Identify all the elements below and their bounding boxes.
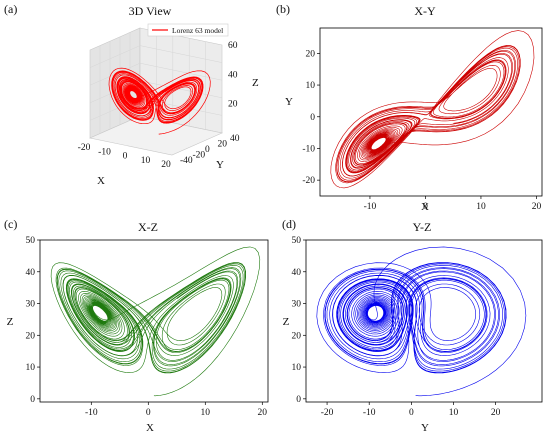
ylabel-3d: Y bbox=[216, 159, 224, 171]
x-tick-label-3d: -20 bbox=[78, 143, 91, 153]
y-tick-label-xz: 10 bbox=[26, 363, 36, 373]
z-tick-label-3d: 40 bbox=[228, 70, 238, 80]
panel-label-a: (a) bbox=[4, 2, 17, 16]
xlabel-yz: Y bbox=[421, 422, 429, 434]
x-tick-label-yz: 20 bbox=[491, 408, 501, 418]
ticks-yz: -20 -10 0 10 20 0 10 20 30 40 50 bbox=[292, 236, 501, 418]
x-tick-label-xz: -10 bbox=[85, 408, 98, 418]
y-tick-label-xz: 0 bbox=[30, 395, 35, 405]
grid-line-3d bbox=[89, 45, 141, 68]
x-tick-label-xy: 0 bbox=[423, 202, 428, 212]
y-tick-label-3d: -20 bbox=[193, 151, 206, 161]
plot-frame-yz bbox=[305, 239, 543, 403]
x-tick-label-3d: 10 bbox=[141, 156, 151, 166]
y-tick-label-xy: -10 bbox=[302, 144, 315, 154]
x-tick-label-xy: 10 bbox=[476, 202, 486, 212]
y-tick-label-xy: 0 bbox=[310, 113, 315, 123]
series-line-xy bbox=[330, 30, 535, 189]
ticks-xy: -10 0 10 20 -20 -10 0 10 20 bbox=[302, 49, 541, 212]
panel-3d: (a) 3D View -20 -10 0 10 20 -40-2002040204060… bbox=[4, 2, 259, 187]
legend-frame bbox=[147, 23, 229, 37]
plot-frame-xy bbox=[319, 27, 543, 197]
y-tick-label-3d: 0 bbox=[205, 145, 210, 155]
xlabel-xy: X bbox=[421, 201, 429, 213]
x-tick-label-yz: 10 bbox=[449, 408, 459, 418]
series-line-3d bbox=[108, 67, 211, 135]
ylabel-xz: Z bbox=[7, 316, 14, 328]
ylabel-yz: Z bbox=[283, 316, 290, 328]
panel-xy: (b) X-Y -10 0 10 20 -20 -10 0 10 20 X Y bbox=[276, 2, 543, 213]
panel-yz: (d) Y-Z -20 -10 0 10 20 0 10 20 30 40 50 Y Z bbox=[282, 217, 543, 434]
y-tick-label-3d: -40 bbox=[180, 156, 193, 166]
y-tick-label-xy: 20 bbox=[306, 49, 316, 59]
grid-line-3d bbox=[139, 45, 223, 63]
x-tick-label-xy: 20 bbox=[532, 202, 542, 212]
series-line-yz bbox=[316, 246, 527, 397]
x-tick-label-xy: -10 bbox=[364, 202, 377, 212]
z-tick-label-3d: 60 bbox=[228, 41, 238, 51]
y-tick-label-xz: 20 bbox=[26, 331, 36, 341]
title-yz: Y-Z bbox=[413, 220, 432, 234]
x-tick-label-yz: 0 bbox=[409, 408, 414, 418]
y-tick-label-yz: 20 bbox=[292, 331, 302, 341]
grid-line-3d bbox=[139, 62, 223, 81]
pane-floor bbox=[89, 115, 223, 156]
title-3d: 3D View bbox=[129, 4, 172, 18]
x-tick-label-3d: 0 bbox=[123, 152, 128, 162]
y-tick-label-yz: 10 bbox=[292, 363, 302, 373]
zlabel-3d: Z bbox=[252, 77, 259, 89]
y-tick-label-yz: 30 bbox=[292, 300, 302, 310]
x-tick-label-3d: -10 bbox=[98, 147, 111, 157]
series-line-xz bbox=[50, 246, 261, 397]
x-tick-label-yz: -20 bbox=[321, 408, 334, 418]
y-tick-label-yz: 50 bbox=[292, 236, 302, 246]
y-tick-label-xz: 30 bbox=[26, 300, 36, 310]
ylabel-xy: Y bbox=[285, 96, 293, 108]
x-tick-label-xz: 20 bbox=[258, 408, 268, 418]
ticks-xz: -10 0 10 20 0 10 20 30 40 50 bbox=[26, 236, 268, 418]
y-tick-label-xz: 50 bbox=[26, 236, 36, 246]
xlabel-xz: X bbox=[146, 422, 154, 434]
plot-frame-xz bbox=[39, 239, 269, 403]
xlabel-3d: X bbox=[97, 175, 105, 187]
x-tick-label-yz: -10 bbox=[363, 408, 376, 418]
legend-label: Lorenz 63 model bbox=[172, 26, 223, 35]
y-tick-label-3d: 20 bbox=[218, 140, 228, 150]
y-tick-label-xy: 10 bbox=[306, 81, 316, 91]
x-tick-label-xz: 0 bbox=[146, 408, 151, 418]
panel-label-d: (d) bbox=[282, 217, 296, 231]
y-tick-label-xy: -20 bbox=[302, 176, 315, 186]
y-tick-label-xz: 40 bbox=[26, 268, 36, 278]
z-tick-label-3d: 20 bbox=[228, 100, 238, 110]
x-tick-label-xz: 10 bbox=[201, 408, 211, 418]
legend-3d: Lorenz 63 model bbox=[147, 23, 229, 37]
panel-xz: (c) X-Z -10 0 10 20 0 10 20 30 40 50 X Z bbox=[4, 217, 269, 434]
panel-label-b: (b) bbox=[276, 2, 290, 16]
x-tick-label-3d: 20 bbox=[161, 160, 171, 170]
title-xy: X-Y bbox=[414, 4, 436, 18]
grid-line-3d bbox=[139, 80, 223, 99]
panel-label-c: (c) bbox=[4, 217, 17, 231]
y-tick-label-yz: 0 bbox=[296, 395, 301, 405]
title-xz: X-Z bbox=[138, 220, 158, 234]
y-tick-label-yz: 40 bbox=[292, 268, 302, 278]
y-tick-label-3d: 40 bbox=[230, 134, 240, 144]
